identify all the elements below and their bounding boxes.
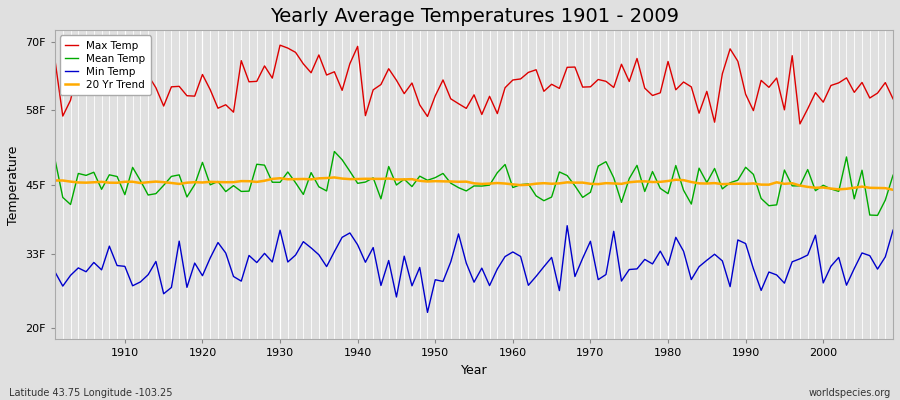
Line: Max Temp: Max Temp [55, 45, 893, 124]
Mean Temp [337, 157, 347, 162]
20 Yr Trend [329, 175, 340, 180]
20 Yr Trend [337, 176, 347, 181]
20 Yr Trend [608, 181, 619, 186]
Min Temp [562, 223, 572, 228]
Text: Latitude 43.75 Longitude -103.25: Latitude 43.75 Longitude -103.25 [9, 388, 173, 398]
Mean Temp [515, 182, 526, 187]
Line: Mean Temp: Mean Temp [55, 152, 893, 215]
Line: 20 Yr Trend: 20 Yr Trend [55, 178, 893, 190]
20 Yr Trend [283, 177, 293, 182]
Mean Temp [508, 185, 518, 190]
Mean Temp [872, 213, 883, 218]
Min Temp [515, 254, 526, 259]
Min Temp [422, 310, 433, 315]
Max Temp [290, 50, 301, 55]
Min Temp [50, 270, 60, 274]
Mean Temp [608, 175, 619, 180]
Min Temp [329, 249, 340, 254]
Min Temp [508, 250, 518, 254]
Mean Temp [887, 173, 898, 178]
Max Temp [515, 76, 526, 81]
Max Temp [887, 96, 898, 101]
Mean Temp [283, 170, 293, 174]
Max Temp [337, 88, 347, 93]
X-axis label: Year: Year [461, 364, 488, 377]
20 Yr Trend [50, 178, 60, 183]
Max Temp [274, 43, 285, 48]
Line: Min Temp: Min Temp [55, 226, 893, 312]
Min Temp [112, 263, 122, 268]
20 Yr Trend [515, 183, 526, 188]
Max Temp [112, 57, 122, 62]
Max Temp [608, 85, 619, 90]
Max Temp [508, 78, 518, 82]
20 Yr Trend [112, 180, 122, 185]
Mean Temp [329, 149, 340, 154]
Mean Temp [112, 174, 122, 179]
Y-axis label: Temperature: Temperature [7, 145, 20, 224]
Legend: Max Temp, Mean Temp, Min Temp, 20 Yr Trend: Max Temp, Mean Temp, Min Temp, 20 Yr Tre… [60, 36, 150, 95]
Min Temp [887, 228, 898, 232]
Text: worldspecies.org: worldspecies.org [809, 388, 891, 398]
Min Temp [283, 260, 293, 264]
20 Yr Trend [887, 188, 898, 192]
20 Yr Trend [508, 182, 518, 187]
Max Temp [795, 122, 806, 126]
Min Temp [616, 279, 627, 284]
Mean Temp [50, 157, 60, 162]
Max Temp [50, 58, 60, 63]
Title: Yearly Average Temperatures 1901 - 2009: Yearly Average Temperatures 1901 - 2009 [269, 7, 679, 26]
